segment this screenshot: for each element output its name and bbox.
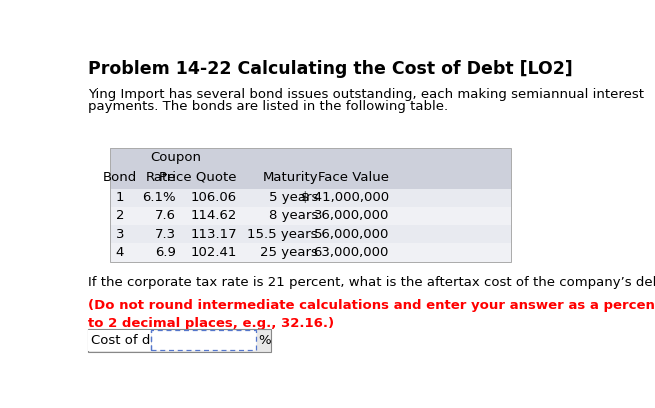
Text: Ying Import has several bond issues outstanding, each making semiannual interest: Ying Import has several bond issues outs…: [88, 88, 644, 101]
Text: 5 years: 5 years: [269, 191, 318, 204]
Text: 113.17: 113.17: [190, 228, 236, 241]
Bar: [88, 328, 271, 352]
Text: 56,000,000: 56,000,000: [314, 228, 389, 241]
Text: Coupon: Coupon: [150, 151, 201, 164]
Text: 102.41: 102.41: [191, 246, 236, 259]
Text: 6.1%: 6.1%: [142, 191, 176, 204]
Text: 7.3: 7.3: [155, 228, 176, 241]
Bar: [151, 330, 257, 350]
Text: 4: 4: [116, 246, 124, 259]
Text: 7.6: 7.6: [155, 209, 176, 222]
Text: 1: 1: [116, 191, 124, 204]
Text: 3: 3: [116, 228, 124, 241]
Bar: [110, 189, 511, 207]
Text: (Do not round intermediate calculations and enter your answer as a percent round: (Do not round intermediate calculations …: [88, 299, 655, 313]
Bar: [110, 148, 511, 189]
Text: 63,000,000: 63,000,000: [314, 246, 389, 259]
Text: Rate: Rate: [145, 171, 176, 184]
Text: Price Quote: Price Quote: [159, 171, 236, 184]
Text: to 2 decimal places, e.g., 32.16.): to 2 decimal places, e.g., 32.16.): [88, 317, 334, 330]
Text: Maturity: Maturity: [262, 171, 318, 184]
Text: 36,000,000: 36,000,000: [314, 209, 389, 222]
Text: $ 41,000,000: $ 41,000,000: [301, 191, 389, 204]
Text: If the corporate tax rate is 21 percent, what is the aftertax cost of the compan: If the corporate tax rate is 21 percent,…: [88, 276, 655, 289]
Bar: [88, 330, 151, 350]
Text: Face Value: Face Value: [318, 171, 389, 184]
Text: Problem 14-22 Calculating the Cost of Debt [LO2]: Problem 14-22 Calculating the Cost of De…: [88, 60, 572, 78]
Bar: [110, 244, 511, 262]
Text: Cost of debt: Cost of debt: [90, 334, 172, 347]
Text: 2: 2: [116, 209, 124, 222]
Text: 6.9: 6.9: [155, 246, 176, 259]
Text: 106.06: 106.06: [191, 191, 236, 204]
Text: 114.62: 114.62: [191, 209, 236, 222]
Text: %: %: [258, 334, 271, 347]
Text: payments. The bonds are listed in the following table.: payments. The bonds are listed in the fo…: [88, 100, 448, 113]
Text: Bond: Bond: [103, 171, 137, 184]
Text: 15.5 years: 15.5 years: [248, 228, 318, 241]
Text: 25 years: 25 years: [260, 246, 318, 259]
Bar: [110, 225, 511, 244]
Bar: [110, 207, 511, 225]
Text: 8 years: 8 years: [269, 209, 318, 222]
Bar: [110, 148, 511, 262]
